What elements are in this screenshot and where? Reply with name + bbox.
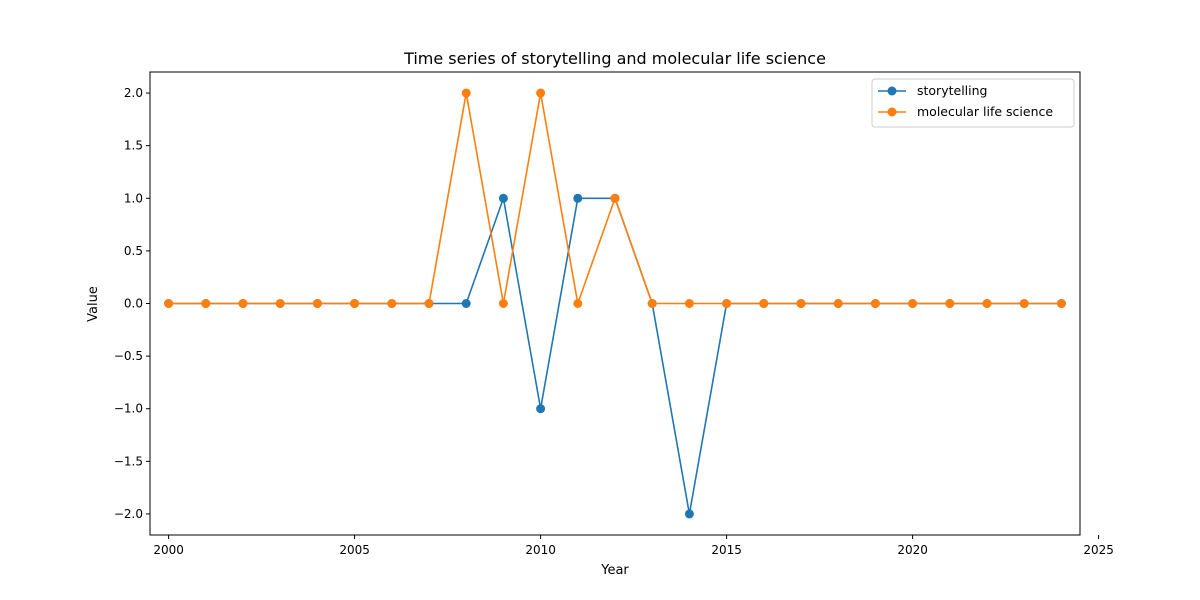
x-tick-label: 2015 xyxy=(711,543,742,557)
y-axis-label: Value xyxy=(86,286,101,322)
legend: storytelling molecular life science xyxy=(871,78,1075,128)
data-point-storytelling xyxy=(573,193,583,203)
data-point-molecular-life-science xyxy=(647,299,657,308)
series-line-storytelling xyxy=(168,197,1062,515)
legend-marker xyxy=(887,107,897,117)
data-point-storytelling xyxy=(536,404,546,414)
legend-label: storytelling xyxy=(917,83,987,98)
data-point-molecular-life-science xyxy=(461,88,471,98)
y-tick-label: −1.5 xyxy=(114,454,143,468)
data-point-molecular-life-science xyxy=(387,299,397,308)
data-point-storytelling xyxy=(461,299,471,308)
data-point-molecular-life-science xyxy=(238,299,248,308)
data-point-molecular-life-science xyxy=(722,299,732,308)
x-tick-label: 2025 xyxy=(1083,543,1114,557)
x-tick-label: 2005 xyxy=(339,543,370,557)
data-point-molecular-life-science xyxy=(536,88,546,98)
y-tick-label: −0.5 xyxy=(114,349,143,363)
legend-marker xyxy=(887,86,897,96)
data-point-molecular-life-science xyxy=(164,299,174,308)
data-point-molecular-life-science xyxy=(498,299,508,308)
y-tick-label: 0.0 xyxy=(124,297,143,311)
x-axis-ticks: 2000 2005 2010 2015 2020 2025 xyxy=(153,535,1114,557)
data-point-molecular-life-science xyxy=(424,299,434,308)
data-point-molecular-life-science xyxy=(275,299,285,308)
data-point-molecular-life-science xyxy=(610,193,620,203)
x-tick-label: 2000 xyxy=(153,543,184,557)
data-point-molecular-life-science xyxy=(350,299,360,308)
legend-label: molecular life science xyxy=(917,104,1053,119)
data-point-molecular-life-science xyxy=(945,299,955,308)
y-axis-ticks: 2.0 1.5 1.0 0.5 0.0 −0.5 −1.0 −1.5 −2.0 xyxy=(114,86,150,521)
x-axis-label: Year xyxy=(600,563,629,578)
series-layer xyxy=(164,88,1066,519)
x-tick-label: 2010 xyxy=(525,543,556,557)
y-tick-label: 1.0 xyxy=(124,191,143,205)
data-point-molecular-life-science xyxy=(312,299,322,308)
y-tick-label: 2.0 xyxy=(124,86,143,100)
data-point-storytelling xyxy=(684,509,694,519)
y-tick-label: 0.5 xyxy=(124,244,143,258)
series-storytelling xyxy=(164,193,1066,519)
legend-entries: storytelling molecular life science xyxy=(878,83,1053,119)
chart-title: Time series of storytelling and molecula… xyxy=(403,49,826,68)
data-point-molecular-life-science xyxy=(908,299,918,308)
data-point-molecular-life-science xyxy=(1056,299,1066,308)
data-point-molecular-life-science xyxy=(833,299,843,308)
data-point-molecular-life-science xyxy=(573,299,583,308)
legend-box xyxy=(871,78,1075,128)
y-tick-label: −2.0 xyxy=(114,507,143,521)
data-point-molecular-life-science xyxy=(870,299,880,308)
data-point-molecular-life-science xyxy=(684,299,694,308)
data-point-storytelling xyxy=(498,193,508,203)
x-tick-label: 2020 xyxy=(897,543,928,557)
data-point-molecular-life-science xyxy=(201,299,211,308)
data-point-molecular-life-science xyxy=(759,299,769,308)
legend-entry-storytelling: storytelling xyxy=(878,83,987,98)
data-point-molecular-life-science xyxy=(982,299,992,308)
series-molecular-life-science xyxy=(164,88,1066,308)
legend-entry-molecular-life-science: molecular life science xyxy=(878,104,1053,119)
data-point-molecular-life-science xyxy=(796,299,806,308)
y-tick-label: 1.5 xyxy=(124,139,143,153)
y-tick-label: −1.0 xyxy=(114,402,143,416)
data-point-molecular-life-science xyxy=(1019,299,1029,308)
